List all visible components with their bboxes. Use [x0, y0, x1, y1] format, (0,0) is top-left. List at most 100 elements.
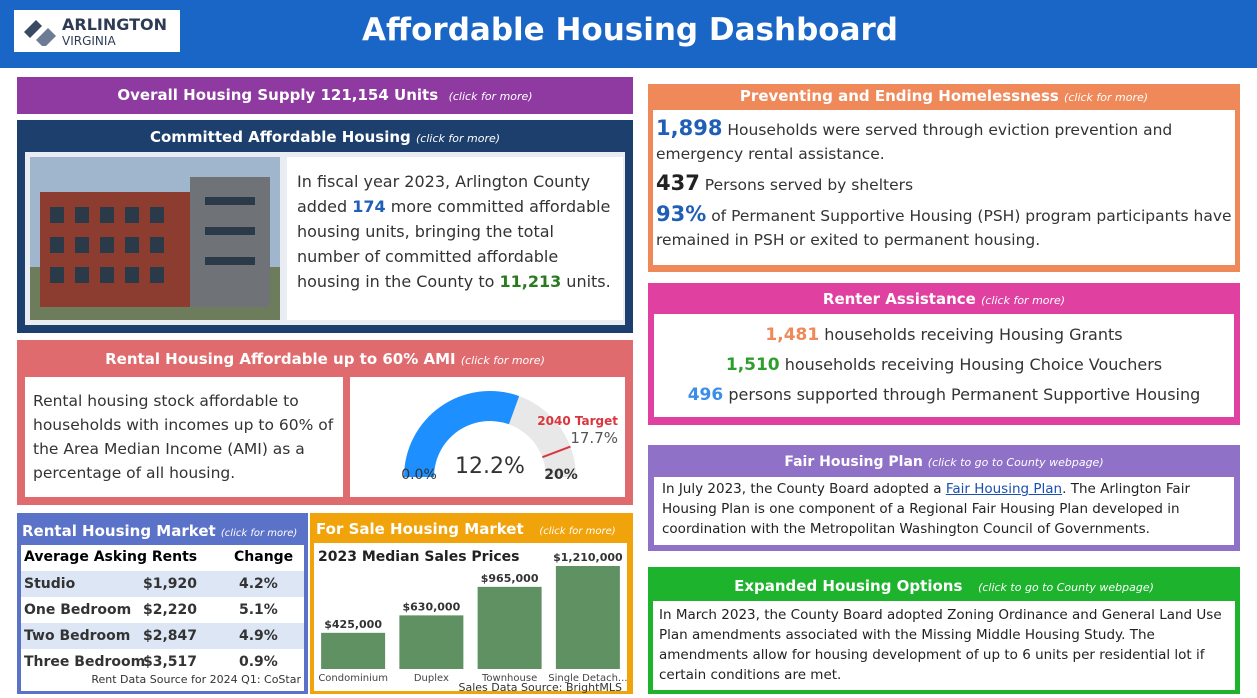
- panel-title: Renter Assistance: [823, 290, 976, 308]
- panel-link[interactable]: (click for more): [416, 132, 500, 145]
- stat-text: of Permanent Supportive Housing (PSH) pr…: [656, 207, 1232, 249]
- rental60-text: Rental housing stock affordable to house…: [25, 377, 343, 497]
- panel-header: Fair Housing Plan (click to go to County…: [648, 454, 1240, 470]
- gauge-tick-label: 20%: [544, 467, 578, 483]
- chart-title: 2023 Median Sales Prices: [318, 549, 520, 565]
- panel-header: For Sale Housing Market (click for more): [316, 520, 616, 538]
- table-cell: One Bedroom: [24, 602, 131, 618]
- committed-text: In fiscal year 2023, Arlington County ad…: [287, 157, 623, 320]
- stat-number: 496: [688, 385, 724, 405]
- gauge-value-label: 12.2%: [455, 454, 525, 479]
- table-cell: $1,920: [143, 576, 197, 592]
- logo-icon: [22, 18, 58, 46]
- panel-link[interactable]: (click to go to County webpage): [978, 581, 1154, 594]
- stat-text: Persons served by shelters: [705, 176, 913, 194]
- highlight-number: 174: [352, 197, 385, 216]
- bar: [321, 633, 385, 669]
- panel-link[interactable]: (click for more): [461, 354, 545, 367]
- panel-link[interactable]: (click for more): [221, 528, 297, 539]
- page-title: Affordable Housing Dashboard: [300, 12, 960, 48]
- table-row: Two Bedroom $2,847 4.9%: [21, 623, 304, 649]
- expanded-text: In March 2023, the County Board adopted …: [653, 601, 1235, 690]
- stat-text: households receiving Housing Choice Vouc…: [785, 355, 1162, 374]
- bar: [399, 615, 463, 669]
- table-cell: $2,220: [143, 602, 197, 618]
- stat-text: persons supported through Permanent Supp…: [728, 385, 1200, 404]
- column-header: Average Asking Rents: [24, 549, 197, 565]
- panel-title: Rental Housing Market: [22, 522, 216, 540]
- stat-item: 1,898 Households were served through evi…: [656, 116, 1232, 166]
- data-source: Sales Data Source: BrightMLS: [310, 681, 622, 694]
- panel-link[interactable]: (click for more): [1064, 91, 1148, 104]
- table-cell: $2,847: [143, 628, 197, 644]
- fair-text: In July 2023, the County Board adopted a…: [654, 477, 1234, 545]
- table-cell: Two Bedroom: [24, 628, 130, 644]
- panel-header: Expanded Housing Options (click to go to…: [648, 577, 1240, 595]
- stat-item: 93% of Permanent Supportive Housing (PSH…: [656, 202, 1232, 252]
- panel-link[interactable]: (click for more): [449, 90, 533, 103]
- bar: [478, 587, 542, 669]
- bar-value-label: $425,000: [324, 618, 382, 631]
- panel-title: Expanded Housing Options: [734, 577, 962, 595]
- stat-item: 437 Persons served by shelters: [656, 171, 1232, 197]
- stat-item: 1,510 households receiving Housing Choic…: [654, 350, 1234, 380]
- building-photo: [30, 157, 280, 320]
- logo-top: ARLINGTON: [62, 15, 167, 34]
- text: units.: [561, 272, 611, 291]
- panel-link[interactable]: (click to go to County webpage): [928, 456, 1104, 469]
- bar: [556, 566, 620, 669]
- expanded-panel: Expanded Housing Options (click to go to…: [648, 567, 1240, 694]
- fair-link[interactable]: Fair Housing Plan: [946, 481, 1062, 497]
- panel-header: Rental Housing Affordable up to 60% AMI …: [17, 350, 633, 368]
- stat-number: 1,898: [656, 116, 722, 140]
- table-cell: Studio: [24, 576, 75, 592]
- bar-chart: 2023 Median Sales Prices$425,000Condomin…: [314, 543, 627, 691]
- panel-title: Preventing and Ending Homelessness: [740, 87, 1059, 105]
- column-header: Change: [234, 549, 293, 565]
- table-cell: 4.2%: [239, 576, 278, 592]
- stat-number: 1,481: [765, 325, 819, 345]
- homelessness-body: 1,898 Households were served through evi…: [653, 110, 1235, 265]
- stat-item: 496 persons supported through Permanent …: [654, 380, 1234, 410]
- table-cell: 0.9%: [239, 654, 278, 670]
- logo-bottom: VIRGINIA: [62, 34, 116, 48]
- panel-title: Overall Housing Supply 121,154 Units: [117, 86, 438, 104]
- panel-title: For Sale Housing Market: [316, 520, 524, 538]
- text: In July 2023, the County Board adopted a: [662, 481, 946, 497]
- rental-market-panel: Rental Housing Market (click for more) A…: [17, 513, 308, 694]
- panel-header: Rental Housing Market (click for more): [22, 522, 297, 540]
- rent-table: Average Asking Rents Change Rent Data So…: [21, 545, 304, 691]
- stat-item: 1,481 households receiving Housing Grant…: [654, 320, 1234, 350]
- dashboard: ARLINGTON VIRGINIA Affordable Housing Da…: [0, 0, 1257, 698]
- sale-market-panel: For Sale Housing Market (click for more)…: [310, 513, 633, 694]
- table-cell: Three Bedroom: [24, 654, 145, 670]
- stat-number: 93%: [656, 202, 706, 226]
- table-row: Studio $1,920 4.2%: [21, 571, 304, 597]
- committed-panel: Committed Affordable Housing (click for …: [17, 120, 633, 333]
- fair-panel: Fair Housing Plan (click to go to County…: [648, 445, 1240, 551]
- highlight-number: 11,213: [499, 272, 561, 291]
- panel-link[interactable]: (click for more): [981, 294, 1065, 307]
- table-row: Three Bedroom$3,517 0.9%: [21, 649, 304, 675]
- table-cell: $3,517: [143, 654, 197, 670]
- supply-panel[interactable]: Overall Housing Supply 121,154 Units (cl…: [17, 77, 633, 114]
- panel-link[interactable]: (click for more): [539, 526, 615, 537]
- bar-value-label: $965,000: [481, 572, 539, 585]
- table-cell: 4.9%: [239, 628, 278, 644]
- target-title: 2040 Target: [537, 414, 618, 428]
- target-label: 17.7%: [570, 429, 618, 447]
- renter-panel: Renter Assistance (click for more) 1,481…: [648, 283, 1240, 425]
- panel-title: Rental Housing Affordable up to 60% AMI: [105, 350, 455, 368]
- panel-title: Fair Housing Plan: [784, 454, 923, 470]
- bar-value-label: $1,210,000: [553, 551, 623, 564]
- stat-number: 437: [656, 171, 700, 195]
- renter-body: 1,481 households receiving Housing Grant…: [654, 314, 1234, 417]
- stat-text: households receiving Housing Grants: [824, 325, 1122, 344]
- rental60-panel: Rental Housing Affordable up to 60% AMI …: [17, 340, 633, 505]
- panel-header: Renter Assistance (click for more): [648, 290, 1240, 308]
- homelessness-panel: Preventing and Ending Homelessness (clic…: [648, 84, 1240, 272]
- bar-value-label: $630,000: [402, 600, 460, 613]
- logo[interactable]: ARLINGTON VIRGINIA: [14, 10, 180, 52]
- gauge-tick-label: 0.0%: [401, 467, 437, 483]
